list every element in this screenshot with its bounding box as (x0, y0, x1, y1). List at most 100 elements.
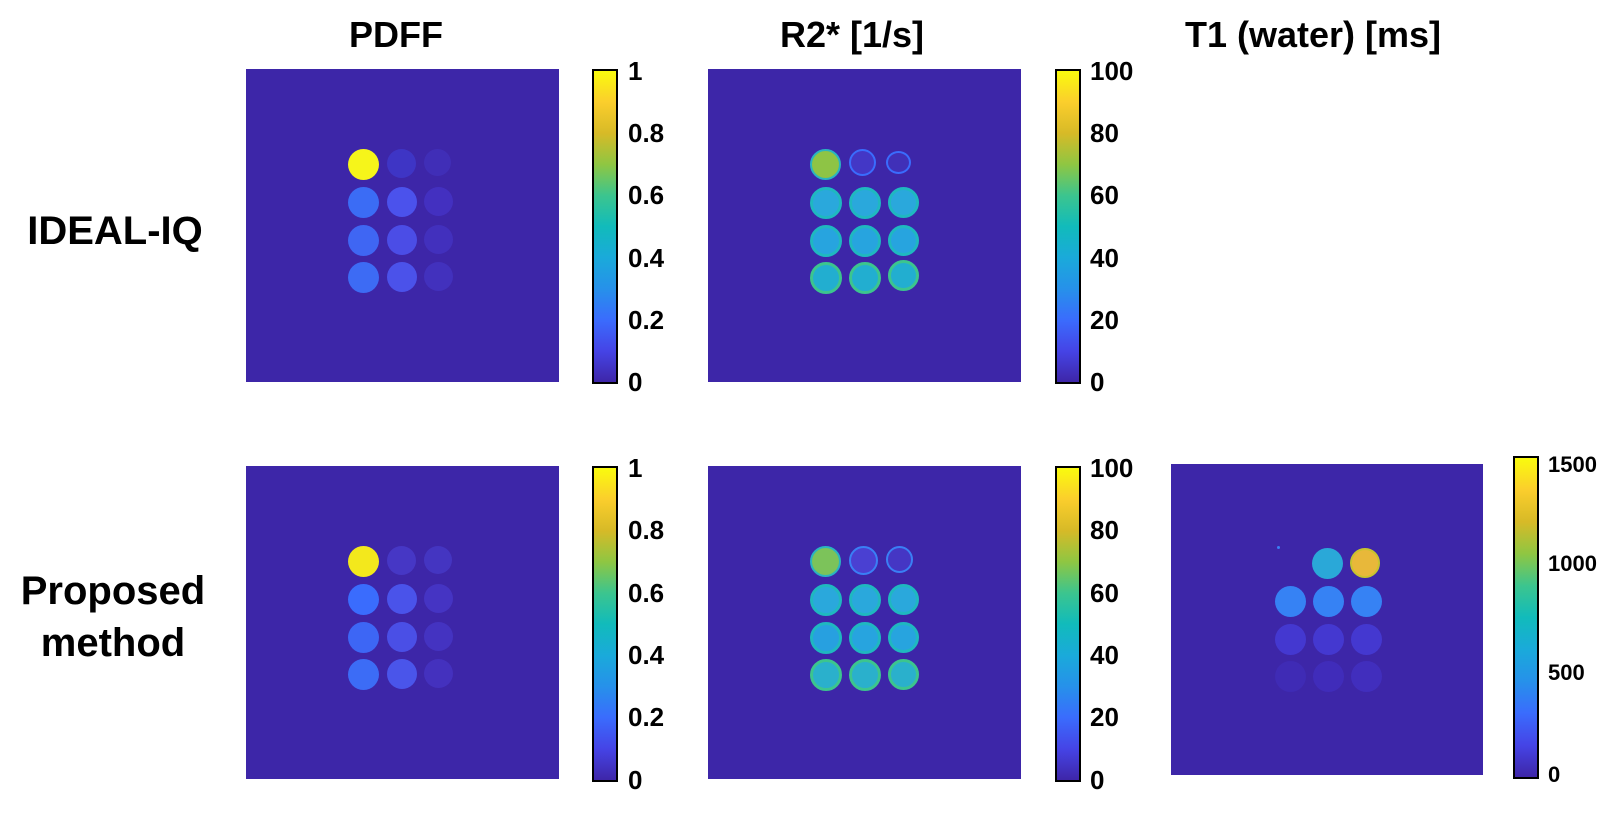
map-proposed-pdff (246, 466, 559, 779)
tick-label: 100 (1090, 453, 1134, 483)
phantom-vial (348, 584, 379, 615)
phantom-vial (849, 149, 876, 176)
tick-label: 0.6 (628, 180, 665, 210)
tick-label: 0.4 (628, 640, 665, 670)
tick-label: 100 (1090, 56, 1134, 86)
row-label-ideal-iq: IDEAL-IQ (27, 209, 203, 253)
tick-label: 0.8 (628, 515, 665, 545)
tick-label: 0 (1548, 762, 1561, 787)
phantom-vial (1313, 661, 1344, 692)
map-proposed-t1 (1171, 464, 1483, 775)
tick-label: 0.8 (628, 118, 665, 148)
phantom-vial (1350, 548, 1380, 578)
phantom-vial (348, 187, 379, 218)
colorbar-ideal-r2star (1055, 69, 1081, 384)
phantom-vial (424, 225, 453, 254)
colorbar-proposed-r2star (1055, 466, 1081, 782)
tick-label: 0 (1090, 765, 1105, 795)
phantom-vial (888, 187, 919, 218)
phantom-vial (348, 622, 379, 653)
tick-label: 20 (1090, 702, 1119, 732)
tick-label: 0 (628, 367, 643, 397)
phantom-vial (888, 659, 919, 690)
phantom-vial (888, 260, 919, 291)
map-ideal-pdff (246, 69, 559, 382)
tick-label: 0.2 (628, 702, 665, 732)
phantom-vial (1351, 661, 1382, 692)
colorbar-ideal-pdff (592, 69, 618, 384)
phantom-vial (387, 622, 417, 652)
title-pdff: PDFF (349, 14, 443, 55)
phantom-vial (810, 187, 842, 219)
phantom-vial (387, 546, 416, 575)
phantom-vial (1275, 586, 1306, 617)
tick-label: 60 (1090, 180, 1119, 210)
phantom-vial (888, 225, 919, 256)
phantom-vial (348, 225, 379, 256)
phantom-vial (810, 659, 842, 691)
phantom-vial (387, 262, 417, 292)
colorbar-proposed-t1 (1513, 456, 1539, 779)
phantom-vial (888, 584, 919, 615)
phantom-vial (424, 262, 453, 291)
phantom-vial (424, 546, 452, 574)
tick-label: 80 (1090, 515, 1119, 545)
phantom-vial (1275, 624, 1306, 655)
phantom-vial (810, 225, 842, 257)
row-label-method: method (40, 621, 186, 665)
phantom-vial (849, 622, 881, 654)
tick-label: 0 (1090, 367, 1105, 397)
phantom-vial (348, 546, 379, 577)
phantom-vial (849, 659, 881, 691)
phantom-vial (387, 659, 417, 689)
phantom-vial (810, 622, 842, 654)
phantom-vial (886, 546, 913, 573)
phantom-vial (387, 187, 417, 217)
phantom-vial (888, 622, 919, 653)
map-ideal-r2star (708, 69, 1021, 382)
tick-label: 0 (628, 765, 643, 795)
tick-label: 20 (1090, 305, 1119, 335)
tick-label: 500 (1548, 660, 1585, 685)
phantom-vial (810, 584, 842, 616)
tick-label: 1 (628, 453, 643, 483)
phantom-vial (348, 262, 379, 293)
title-r2star: R2* [1/s] (779, 14, 925, 55)
phantom-vial (348, 659, 379, 690)
phantom-vial (810, 149, 841, 180)
phantom-vial (810, 546, 841, 577)
phantom-vial (810, 262, 842, 294)
phantom-vial (849, 262, 881, 294)
phantom-vial (387, 225, 417, 255)
row-label-proposed: Proposed (20, 569, 206, 613)
phantom-vial (1312, 548, 1343, 579)
tick-label: 0.6 (628, 578, 665, 608)
phantom-vial (886, 151, 911, 174)
tick-label: 1500 (1548, 452, 1597, 477)
map-proposed-r2star (708, 466, 1021, 779)
phantom-vial (424, 622, 453, 651)
tick-label: 1000 (1548, 551, 1597, 576)
phantom-vial (1277, 546, 1280, 549)
phantom-vial (424, 584, 453, 613)
phantom-vial (1351, 624, 1382, 655)
phantom-vial (1313, 624, 1344, 655)
phantom-vial (1275, 661, 1306, 692)
tick-label: 0.4 (628, 243, 665, 273)
tick-label: 40 (1090, 640, 1119, 670)
phantom-vial (387, 149, 416, 178)
phantom-vial (424, 149, 451, 176)
phantom-vial (348, 149, 379, 180)
phantom-vial (387, 584, 417, 614)
phantom-vial (1313, 586, 1344, 617)
phantom-vial (424, 187, 453, 216)
phantom-vial (849, 187, 881, 219)
tick-label: 1 (628, 56, 643, 86)
phantom-vial (849, 546, 878, 575)
title-t1: T1 (water) [ms] (1184, 14, 1442, 55)
phantom-vial (849, 225, 881, 257)
colorbar-proposed-pdff (592, 466, 618, 782)
phantom-vial (849, 584, 881, 616)
tick-label: 80 (1090, 118, 1119, 148)
phantom-vial (424, 659, 453, 688)
